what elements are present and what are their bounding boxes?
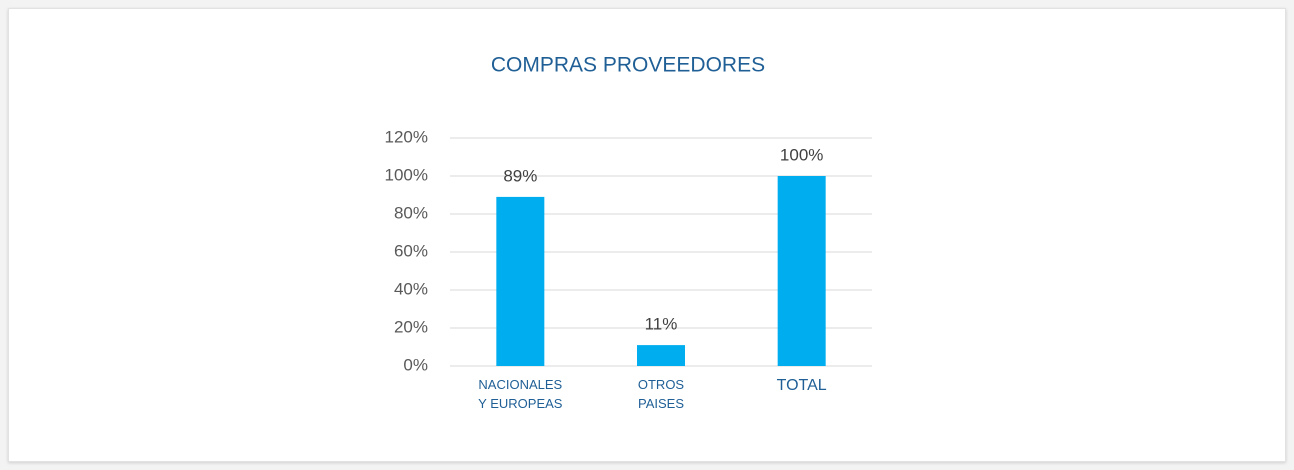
y-tick-label: 0% — [403, 355, 428, 374]
bar — [496, 196, 545, 366]
x-tick-label: TOTAL — [777, 377, 827, 394]
y-tick-label: 40% — [394, 279, 428, 298]
y-tick-label: 60% — [394, 241, 428, 260]
data-label: 100% — [780, 145, 823, 164]
x-tick-label: NACIONALES Y EUROPEAS — [478, 377, 563, 411]
data-label: 89% — [503, 166, 537, 185]
bar — [777, 176, 826, 366]
bar — [637, 345, 685, 366]
y-tick-label: 100% — [385, 165, 428, 184]
chart-title: COMPRAS PROVEEDORES — [491, 54, 765, 77]
y-tick-label: 80% — [394, 203, 428, 222]
card — [8, 8, 1286, 462]
y-tick-label: 120% — [385, 127, 428, 146]
y-tick-label: 20% — [394, 317, 428, 336]
x-tick-label: OTROS PAISES — [638, 377, 685, 411]
data-label: 11% — [645, 315, 678, 334]
